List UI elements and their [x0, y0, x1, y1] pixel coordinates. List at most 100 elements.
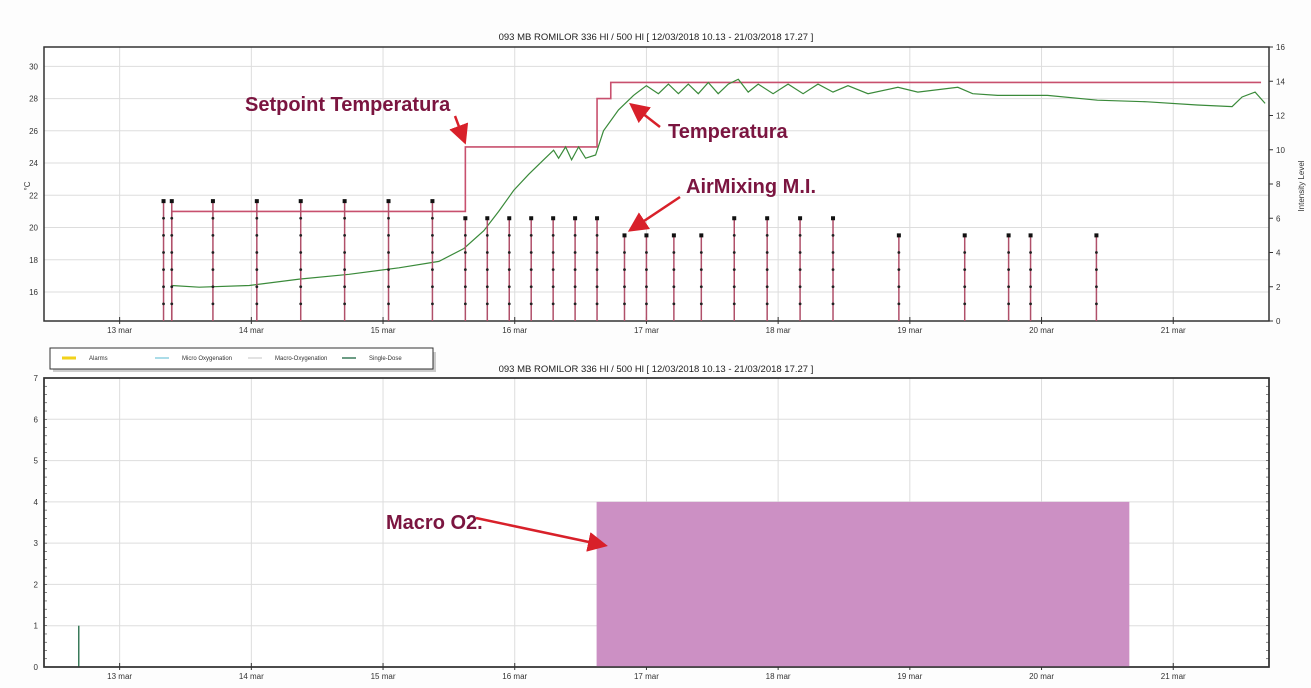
- plot-frame: [43, 377, 1270, 668]
- right-y-tick-label: 16: [1276, 43, 1285, 52]
- x-tick-label: 16 mar: [502, 326, 527, 335]
- x-tick-label: 13 mar: [107, 672, 132, 681]
- airmixing-level-dot: [1095, 251, 1098, 254]
- airmixing-level-dot: [507, 233, 511, 237]
- airmixing-marker: [342, 199, 347, 204]
- airmixing-stem: [161, 199, 166, 321]
- airmixing-level-dot: [699, 251, 703, 254]
- x-tick-label: 21 mar: [1161, 672, 1186, 681]
- airmixing-level-dot: [645, 285, 648, 289]
- airmixing-level-dot: [211, 233, 215, 237]
- airmixing-stem: [622, 233, 627, 321]
- airmixing-level-dot: [732, 233, 736, 237]
- airmixing-level-dot: [162, 285, 165, 289]
- airmixing-level-dot: [1029, 302, 1032, 306]
- airmixing-level-dot: [299, 216, 303, 220]
- x-tick-label: 18 mar: [766, 672, 791, 681]
- airmixing-level-dot: [897, 251, 901, 254]
- airmixing-level-dot: [595, 251, 599, 254]
- airmixing-stem: [507, 216, 512, 321]
- y-tick-label: 0: [34, 663, 39, 672]
- right-y-tick-label: 4: [1276, 249, 1281, 258]
- x-tick-label: 17 mar: [634, 672, 659, 681]
- y-tick-label: 5: [34, 457, 39, 466]
- airmixing-level-dot: [963, 251, 967, 254]
- temperature-line: [171, 78, 1266, 288]
- airmixing-level-dot: [897, 285, 901, 289]
- airmixing-level-dot: [255, 251, 259, 254]
- airmixing-level-dot: [595, 233, 599, 237]
- right-y-tick-label: 14: [1276, 77, 1285, 86]
- legend-entry: Single-Dose: [342, 356, 402, 362]
- right-y-tick-label: 2: [1276, 283, 1281, 292]
- airmixing-marker: [1028, 233, 1033, 238]
- airmixing-marker: [529, 216, 534, 221]
- x-tick-label: 13 mar: [107, 326, 132, 335]
- x-tick-label: 14 mar: [239, 672, 264, 681]
- right-y-tick-label: 10: [1276, 146, 1285, 155]
- airmixing-level-dot: [529, 251, 533, 254]
- airmixing-stem: [671, 233, 676, 321]
- airmixing-level-dot: [699, 302, 703, 306]
- airmixing-level-dot: [431, 251, 434, 254]
- airmixing-marker: [161, 199, 166, 204]
- airmixing-marker: [644, 233, 649, 238]
- y-tick-label: 6: [34, 415, 39, 424]
- airmixing-level-dot: [963, 302, 967, 306]
- airmixing-marker: [386, 199, 391, 204]
- airmixing-marker: [254, 199, 259, 204]
- airmixing-level-dot: [431, 216, 434, 220]
- airmixing-stem: [962, 233, 967, 321]
- airmixing-marker: [671, 233, 676, 238]
- airmixing-level-dot: [595, 302, 599, 306]
- arrow-temperatura: [629, 102, 661, 128]
- airmixing-level-dot: [170, 233, 174, 237]
- airmixing-level-dot: [343, 302, 347, 306]
- x-tick-label: 15 mar: [371, 672, 396, 681]
- airmixing-stem: [551, 216, 556, 321]
- airmixing-level-dot: [211, 216, 215, 220]
- airmixing-stem: [298, 199, 303, 321]
- airmixing-marker: [507, 216, 512, 221]
- airmixing-level-dot: [595, 268, 599, 272]
- airmixing-level-dot: [699, 285, 703, 289]
- airmixing-level-dot: [343, 285, 347, 289]
- airmixing-level-dot: [645, 251, 648, 254]
- airmixing-level-dot: [529, 302, 533, 306]
- airmixing-level-dot: [211, 251, 215, 254]
- airmixing-level-dot: [732, 268, 736, 272]
- airmixing-level-dot: [507, 285, 511, 289]
- annotation-temperatura: Temperatura: [668, 121, 789, 143]
- arrow-airmixing: [627, 195, 681, 232]
- plot-frame: [43, 46, 1270, 322]
- airmixing-level-dot: [831, 251, 835, 254]
- arrow-macro-o2: [475, 516, 608, 552]
- airmixing-marker: [485, 216, 490, 221]
- airmixing-level-dot: [170, 216, 174, 220]
- airmixing-level-dot: [387, 216, 390, 220]
- airmixing-level-dot: [551, 233, 555, 237]
- x-tick-label: 18 mar: [766, 326, 791, 335]
- airmixing-level-dot: [798, 233, 802, 237]
- airmixing-marker: [622, 233, 627, 238]
- airmixing-level-dot: [831, 233, 835, 237]
- oxygenation-chart: 0 1 2 3 4 5 6 7 13 mar 14 mar 15 mar 16 mar 17 mar 18…: [34, 374, 1270, 681]
- airmixing-marker: [595, 216, 600, 221]
- airmixing-level-dot: [387, 251, 390, 254]
- airmixing-level-dot: [963, 268, 967, 272]
- y-tick-label: 26: [29, 127, 38, 136]
- airmixing-level-dot: [1029, 251, 1032, 254]
- airmixing-level-dot: [255, 233, 259, 237]
- airmixing-level-dot: [672, 302, 676, 306]
- airmixing-level-dot: [623, 302, 626, 306]
- airmixing-level-dot: [623, 285, 626, 289]
- airmixing-level-dot: [623, 268, 626, 272]
- airmixing-level-dot: [170, 251, 174, 254]
- airmixing-level-dot: [463, 302, 467, 306]
- y-tick-label: 28: [29, 95, 38, 104]
- airmixing-level-dot: [732, 251, 736, 254]
- airmixing-level-dot: [765, 251, 769, 254]
- airmixing-marker: [732, 216, 737, 221]
